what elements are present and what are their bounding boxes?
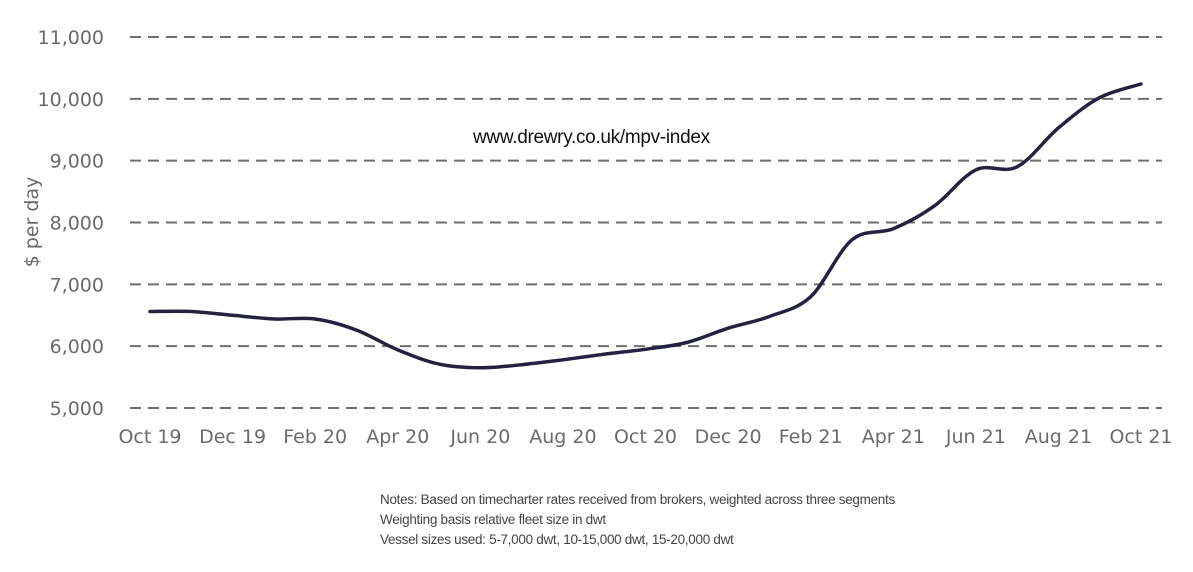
x-tick-label: Dec 19 (199, 426, 266, 448)
chart-notes: Notes: Based on timecharter rates receiv… (380, 490, 895, 550)
y-tick-label: 6,000 (50, 336, 104, 358)
x-tick-label: Oct 19 (118, 426, 181, 448)
x-tick-label: Jun 20 (449, 426, 510, 448)
x-tick-label: Dec 20 (695, 426, 762, 448)
y-tick-label: 8,000 (50, 213, 104, 235)
y-tick-label: 10,000 (38, 89, 104, 111)
series-line (148, 82, 1143, 370)
y-axis-label: $ per day (21, 177, 43, 268)
x-tick-label: Oct 20 (614, 426, 677, 448)
y-tick-label: 11,000 (38, 27, 104, 49)
y-tick-label: 5,000 (50, 398, 104, 420)
x-tick-label: Aug 20 (529, 426, 596, 448)
x-axis-ticks: Oct 19 Dec 19 Feb 20 Apr 20 Jun 20 Aug 20 Oct … (118, 426, 1172, 448)
gridlines (130, 36, 1162, 409)
x-tick-label: Feb 21 (779, 426, 843, 448)
x-tick-label: Apr 21 (862, 426, 925, 448)
note-line: Notes: Based on timecharter rates receiv… (380, 492, 895, 507)
y-tick-label: 7,000 (50, 274, 104, 296)
x-tick-label: Apr 20 (366, 426, 429, 448)
note-line: Weighting basis relative fleet size in d… (380, 512, 606, 527)
source-url-annotation: www.drewry.co.uk/mpv-index (473, 127, 710, 148)
x-tick-label: Jun 21 (945, 426, 1006, 448)
y-axis-ticks: 5,000 6,000 7,000 8,000 9,000 10,000 11,000 (38, 27, 104, 420)
x-tick-label: Feb 20 (283, 426, 347, 448)
x-tick-label: Aug 21 (1025, 426, 1092, 448)
note-line: Vessel sizes used: 5-7,000 dwt, 10-15,00… (380, 532, 734, 547)
y-tick-label: 9,000 (50, 151, 104, 173)
x-tick-label: Oct 21 (1109, 426, 1172, 448)
